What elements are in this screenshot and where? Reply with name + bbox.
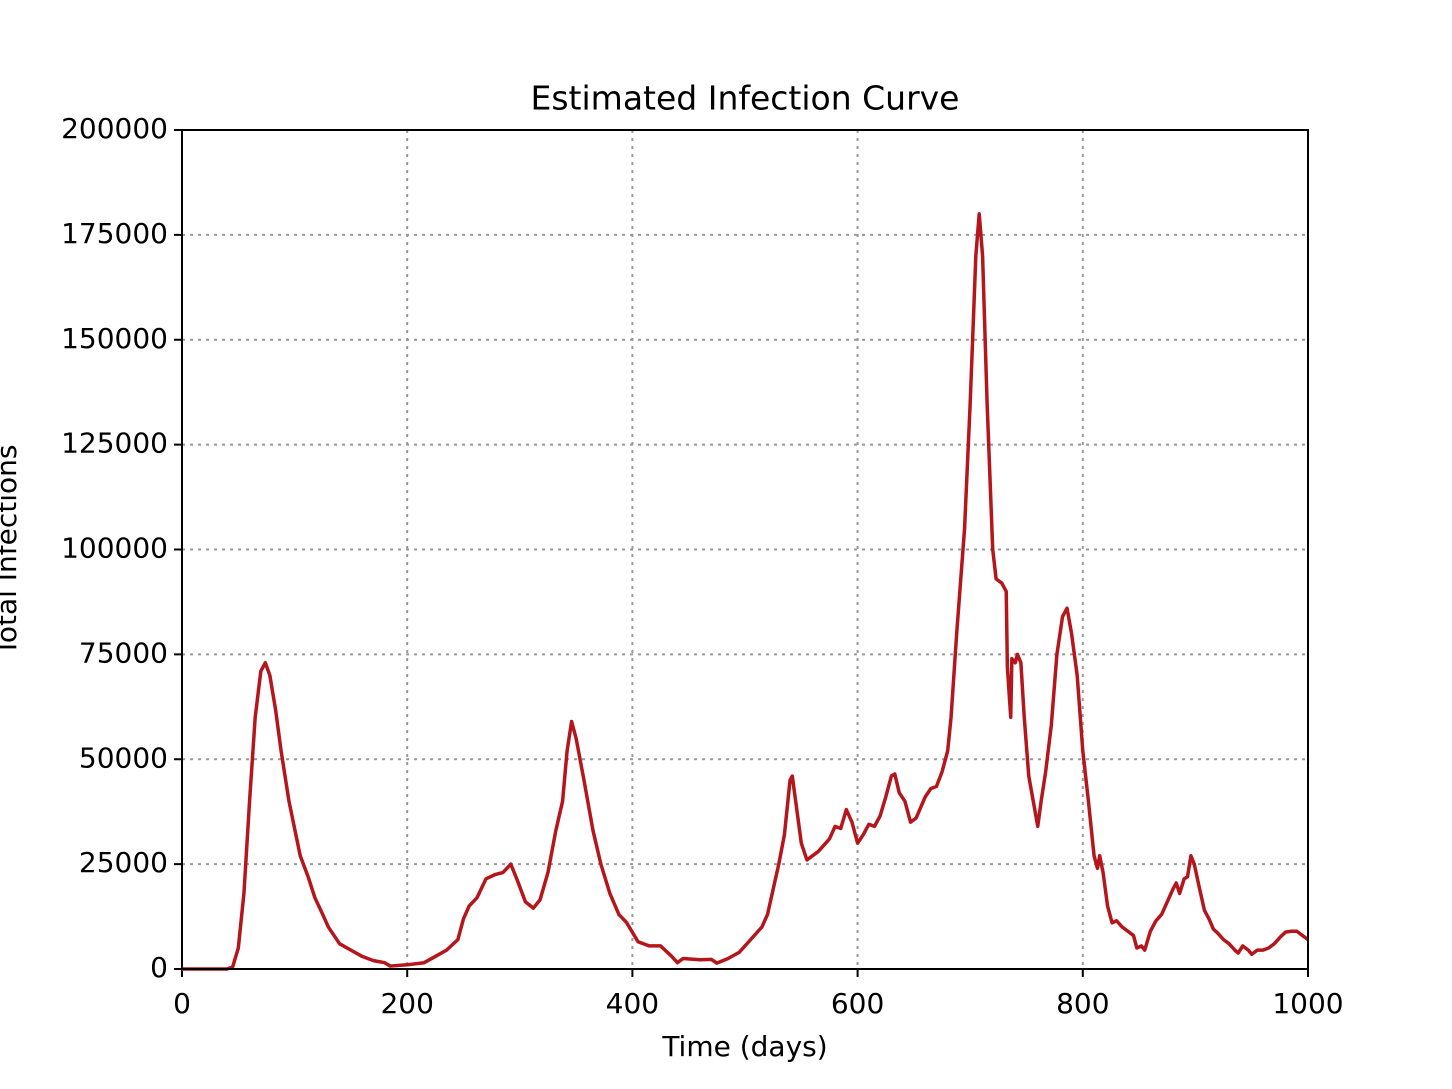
y-tick-label: 125000 (61, 427, 168, 460)
x-tick-label: 400 (606, 987, 659, 1020)
y-tick-label: 25000 (79, 846, 168, 879)
x-axis-label: Time (days) (661, 1030, 827, 1063)
y-tick-label: 75000 (79, 636, 168, 669)
y-tick-label: 175000 (61, 217, 168, 250)
x-tick-label: 800 (1056, 987, 1109, 1020)
y-tick-label: 150000 (61, 322, 168, 355)
y-tick-label: 200000 (61, 112, 168, 145)
x-tick-label: 0 (173, 987, 191, 1020)
y-tick-label: 100000 (61, 532, 168, 565)
x-tick-label: 1000 (1272, 987, 1343, 1020)
plot-frame (181, 129, 1309, 970)
chart-title: Estimated Infection Curve (531, 79, 960, 118)
y-tick-label: 50000 (79, 741, 168, 774)
x-tick-label: 600 (831, 987, 884, 1020)
y-tick-label: 0 (150, 951, 168, 984)
data-line (182, 212, 1310, 971)
x-tick-label: 200 (380, 987, 433, 1020)
y-axis-label: Total Infections (0, 445, 23, 657)
